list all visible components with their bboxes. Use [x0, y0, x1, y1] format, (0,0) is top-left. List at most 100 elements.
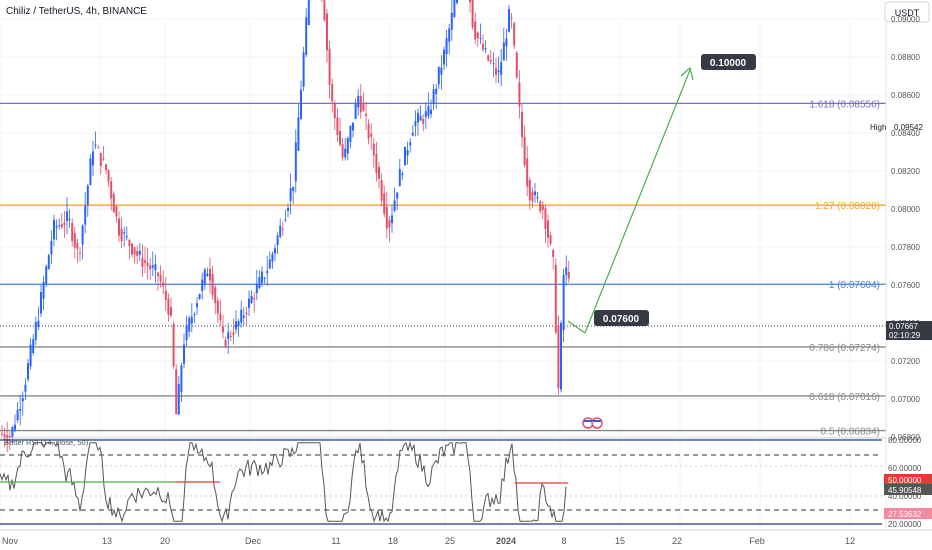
price-axis[interactable]: 0.104000.102000.100000.098000.096000.094…: [885, 0, 920, 530]
price-tick: 0.08400: [891, 129, 920, 138]
candle-body: [518, 82, 521, 107]
candlestick-series[interactable]: [1, 0, 570, 453]
candle-body: [162, 282, 165, 287]
price-tick: 0.06800: [891, 433, 920, 442]
price-tick: 0.08000: [891, 205, 920, 214]
candle-body: [287, 208, 289, 211]
time-tick: Feb: [749, 536, 765, 546]
candle-body: [450, 12, 453, 30]
countdown: 02:10:29: [889, 331, 921, 340]
us-flag-icon[interactable]: [582, 417, 603, 429]
candle-body: [203, 269, 206, 284]
candle-body: [50, 240, 53, 255]
candle-body: [58, 225, 61, 227]
candle-body: [331, 84, 334, 102]
candle-body: [510, 17, 513, 19]
candle-body: [502, 42, 505, 61]
candle-body: [227, 332, 230, 340]
candle-body: [180, 365, 183, 392]
candle-body: [289, 188, 292, 202]
candle-body: [237, 321, 240, 327]
fib-label: 0.786 (0.07274): [809, 343, 880, 354]
rsi-tick: 20.00000: [888, 520, 922, 529]
candle-body: [232, 332, 235, 336]
candle-body: [500, 62, 503, 75]
candle-body: [266, 270, 269, 274]
time-tick: 13: [102, 536, 112, 546]
candle-body: [385, 206, 388, 229]
candle-body: [188, 317, 191, 332]
candle-body: [474, 21, 477, 40]
candle-body: [547, 220, 549, 238]
time-tick: 12: [845, 536, 855, 546]
candle-body: [427, 105, 430, 116]
candle-body: [515, 52, 518, 78]
candle-body: [32, 339, 35, 354]
candle-body: [175, 369, 178, 415]
candle-body: [453, 0, 456, 18]
candle-body: [354, 103, 357, 119]
candle-body: [357, 95, 360, 108]
fib-label: 0.618 (0.07016): [809, 392, 880, 403]
rsi-tick: 40.00000: [888, 492, 922, 501]
candle-body: [154, 264, 157, 271]
candle-body: [528, 180, 531, 201]
price-tick: 0.07000: [891, 395, 920, 404]
time-tick: Dec: [245, 536, 262, 546]
candle-body: [151, 265, 154, 268]
candle-body: [437, 66, 440, 85]
fib-label: 1.618 (0.08556): [809, 99, 880, 110]
candle-body: [107, 170, 110, 182]
candle-body: [110, 181, 113, 199]
candle-body: [339, 130, 341, 145]
price-tick: 0.08800: [891, 53, 920, 62]
candle-body: [14, 424, 16, 430]
rsi-line: [0, 440, 567, 523]
candle-body: [125, 236, 128, 238]
candle-body: [190, 316, 193, 324]
symbol-title: Chiliz / TetherUS, 4h, BINANCE: [6, 6, 147, 17]
candle-body: [76, 242, 79, 249]
candle-body: [346, 138, 349, 154]
rsi-pane[interactable]: [0, 437, 886, 525]
candle-body: [99, 153, 102, 166]
candle-body: [489, 59, 492, 62]
candle-body: [258, 276, 261, 289]
entry-callout-text: 0.07600: [603, 314, 640, 325]
candle-body: [372, 143, 375, 156]
candle-body: [261, 271, 263, 284]
rsi-current-value: 45.90548: [888, 486, 922, 495]
candle-body: [398, 168, 401, 187]
candle-body: [123, 232, 126, 234]
candle-body: [177, 384, 180, 415]
currency-label: USDT: [895, 8, 920, 18]
candle-body: [378, 167, 380, 179]
candle-body: [118, 218, 120, 236]
candle-body: [268, 259, 271, 269]
candle-body: [523, 136, 526, 166]
candle-body: [201, 279, 204, 292]
candle-body: [216, 300, 219, 314]
candle-body: [432, 89, 435, 105]
candle-body: [341, 144, 344, 158]
currency-button[interactable]: USDT: [884, 1, 930, 23]
price-tick: 0.08200: [891, 167, 920, 176]
candle-body: [383, 193, 386, 214]
time-axis[interactable]: Nov 13 20 Dec 11 18 25 2024 8 15 22 Feb 12: [2, 536, 855, 546]
candle-body: [276, 235, 279, 246]
candle-body: [479, 38, 482, 40]
candle-body: [552, 250, 555, 257]
candle-body: [86, 185, 89, 205]
candle-body: [281, 228, 284, 230]
chart-grid: [0, 18, 886, 530]
candle-body: [294, 142, 297, 182]
high-value: 0.09542: [894, 123, 923, 132]
candle-body: [1, 433, 3, 435]
candle-body: [409, 142, 412, 146]
candle-body: [250, 296, 253, 303]
candle-body: [94, 144, 97, 146]
candle-body: [482, 43, 484, 50]
candle-body: [404, 146, 406, 166]
rsi-low-value: 27.53632: [888, 510, 922, 519]
